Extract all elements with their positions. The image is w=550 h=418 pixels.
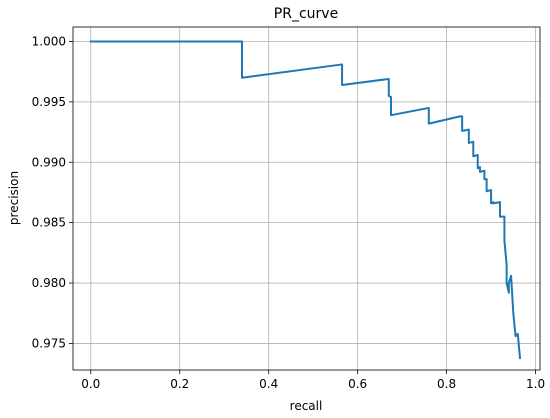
y-tick-label: 1.000 — [32, 34, 66, 48]
tick-layer: 0.0 0.2 0.4 0.6 0.8 1.0 0.975 0.980 0.985 0.990 0.… — [32, 34, 545, 391]
x-tick-label: 0.6 — [348, 377, 367, 391]
y-tick-label: 0.995 — [32, 95, 66, 109]
y-tick-label: 0.990 — [32, 155, 66, 169]
series-layer — [89, 40, 522, 360]
grid-layer — [73, 27, 540, 370]
x-tick-label: 1.0 — [526, 377, 545, 391]
x-tick-label: 0.2 — [170, 377, 189, 391]
y-tick-label: 0.975 — [32, 336, 66, 350]
x-tick-label: 0.0 — [81, 377, 100, 391]
x-tick-label: 0.4 — [259, 377, 278, 391]
chart-title: PR_curve — [274, 6, 338, 22]
y-tick-label: 0.985 — [32, 216, 66, 230]
y-tick-label: 0.980 — [32, 276, 66, 290]
pr-curve-line — [89, 40, 522, 360]
x-axis-title: recall — [290, 399, 323, 413]
x-tick-label: 0.8 — [437, 377, 456, 391]
plot-frame — [72, 26, 541, 371]
y-axis-title: precision — [7, 171, 21, 225]
